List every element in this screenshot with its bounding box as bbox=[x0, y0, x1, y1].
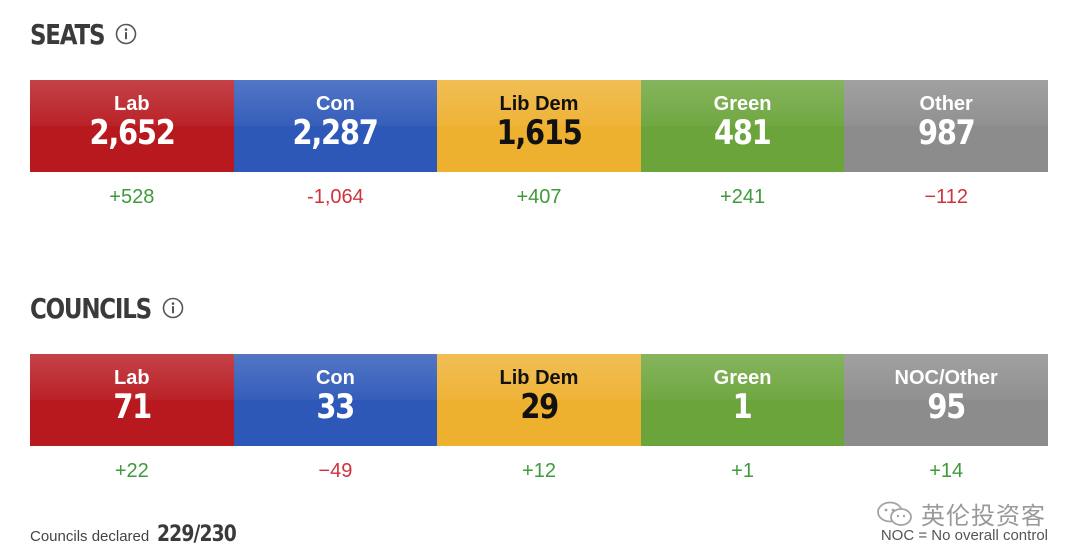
seats-change-con: -1,064 bbox=[307, 186, 364, 208]
party-value: 481 bbox=[714, 113, 772, 153]
councils-declared-value: 229/230 bbox=[157, 522, 237, 547]
seats-change-libdem: +407 bbox=[516, 186, 562, 208]
seats-bar: Lab 2,652 Con 2,287 Lib Dem 1,615 Green … bbox=[30, 80, 1048, 172]
watermark: 英伦投资客 bbox=[875, 496, 1046, 531]
seats-segment-con: Con 2,287 bbox=[233, 80, 438, 172]
watermark-text: 英伦投资客 bbox=[921, 502, 1046, 530]
seats-info-icon[interactable] bbox=[115, 23, 137, 45]
party-value: 2,287 bbox=[292, 113, 379, 153]
seats-segment-lab: Lab 2,652 bbox=[30, 80, 234, 172]
party-value: 1,615 bbox=[496, 113, 582, 153]
seats-change-lab: +528 bbox=[109, 186, 155, 208]
councils-change-con: −49 bbox=[318, 460, 353, 482]
councils-segment-green: Green 1 bbox=[640, 354, 845, 446]
noc-note: NOC = No overall control bbox=[880, 527, 1048, 544]
councils-declared: Councils declared 229/230 bbox=[30, 522, 250, 547]
party-label: Lab bbox=[114, 367, 150, 389]
councils-declared-label: Councils declared bbox=[30, 528, 150, 545]
party-label: Green bbox=[713, 367, 772, 389]
councils-bar: Lab 71 Con 33 Lib Dem 29 Green 1 NOC/Oth… bbox=[30, 354, 1048, 446]
councils-info-icon[interactable] bbox=[162, 297, 184, 319]
party-value: 71 bbox=[112, 387, 152, 427]
party-label: Lab bbox=[114, 93, 150, 115]
wechat-logo-icon bbox=[877, 501, 912, 526]
seats-segment-green: Green 481 bbox=[640, 80, 845, 172]
party-value: 29 bbox=[520, 387, 559, 427]
councils-change-green: +1 bbox=[731, 460, 754, 482]
councils-segment-lab: Lab 71 bbox=[30, 354, 234, 446]
councils-changes: +22 −49 +12 +1 +14 bbox=[30, 459, 1048, 483]
party-label: Lib Dem bbox=[499, 93, 579, 115]
seats-change-green: +241 bbox=[720, 186, 766, 208]
party-value: 987 bbox=[917, 113, 976, 153]
party-value: 33 bbox=[316, 387, 356, 427]
councils-segment-con: Con 33 bbox=[233, 354, 438, 446]
seats-changes: +528 -1,064 +407 +241 −112 bbox=[30, 185, 1048, 209]
councils-change-libdem: +12 bbox=[522, 460, 556, 482]
councils-title: COUNCILS bbox=[30, 291, 152, 325]
seats-header: SEATS bbox=[30, 12, 1048, 56]
party-label: Other bbox=[919, 93, 973, 115]
party-label: Green bbox=[713, 93, 772, 115]
councils-header: COUNCILS bbox=[30, 286, 1048, 330]
councils-change-lab: +22 bbox=[114, 460, 149, 482]
party-value: 95 bbox=[927, 387, 966, 427]
seats-segment-libdem: Lib Dem 1,615 bbox=[437, 80, 641, 172]
seats-title: SEATS bbox=[30, 17, 105, 51]
party-label: Con bbox=[315, 93, 355, 115]
party-label: Con bbox=[315, 367, 355, 389]
party-label: Lib Dem bbox=[499, 367, 579, 389]
councils-section: COUNCILS Lab 71 Con 33 Lib Dem 29 Green … bbox=[30, 286, 1048, 483]
party-value: 2,652 bbox=[89, 113, 175, 153]
party-value: 1 bbox=[733, 387, 753, 427]
seats-change-other: −112 bbox=[924, 186, 968, 208]
councils-change-noc-other: +14 bbox=[929, 460, 964, 482]
party-label: NOC/Other bbox=[894, 367, 998, 389]
seats-segment-other: Other 987 bbox=[844, 80, 1048, 172]
councils-segment-noc-other: NOC/Other 95 bbox=[844, 354, 1048, 446]
councils-segment-libdem: Lib Dem 29 bbox=[437, 354, 641, 446]
seats-section: SEATS Lab 2,652 Con 2,287 Lib Dem 1,615 … bbox=[30, 12, 1048, 209]
